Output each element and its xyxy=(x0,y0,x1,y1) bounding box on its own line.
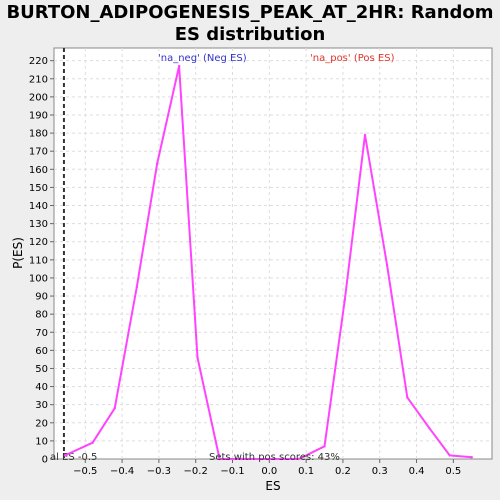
y-tick-label: 20 xyxy=(35,418,48,429)
x-tick-label: −0.1 xyxy=(220,466,244,477)
grid-lines xyxy=(54,48,492,459)
data-point xyxy=(218,457,221,461)
data-point xyxy=(63,454,67,457)
y-tick-label: 190 xyxy=(29,110,48,121)
x-axis: −0.5 −0.4 −0.3 −0.2 −0.1 0.0 0.1 0.2 0.3 0.4 0.5 xyxy=(73,459,461,477)
y-axis-title: P(ES) xyxy=(11,237,25,269)
x-tick-label: 0.3 xyxy=(372,466,388,477)
chart-title: BURTON_ADIPOGENESIS_PEAK_AT_2HR: Random … xyxy=(6,2,494,45)
series-points xyxy=(63,64,473,461)
plot-area xyxy=(53,47,493,460)
y-tick-label: 30 xyxy=(35,400,48,411)
x-tick-label: −0.3 xyxy=(147,466,171,477)
y-tick-label: 90 xyxy=(35,292,48,303)
data-point xyxy=(406,396,409,399)
y-tick-label: 150 xyxy=(29,183,48,194)
data-point xyxy=(385,264,389,267)
y-tick-label: 220 xyxy=(29,56,48,67)
y-tick-label: 160 xyxy=(29,165,48,176)
y-axis: 0 10 20 30 40 50 60 70 80 90 100 110 120 130 140 150 160… xyxy=(29,56,54,466)
x-tick-label: 0.5 xyxy=(445,466,461,477)
data-point xyxy=(470,455,473,459)
y-tick-label: 210 xyxy=(29,74,48,85)
x-tick-label: −0.4 xyxy=(110,466,134,477)
y-tick-label: 70 xyxy=(35,328,48,339)
data-point xyxy=(196,356,199,359)
y-tick-label: 130 xyxy=(29,219,48,230)
data-point xyxy=(448,454,451,457)
data-point xyxy=(363,133,367,137)
y-tick-label: 140 xyxy=(29,201,48,212)
data-point xyxy=(240,457,243,461)
y-tick-label: 120 xyxy=(29,237,48,248)
data-point xyxy=(323,445,326,448)
x-axis-title: ES xyxy=(265,479,280,493)
data-point xyxy=(297,457,300,461)
y-tick-label: 110 xyxy=(29,255,48,266)
x-tick-label: 0.4 xyxy=(409,466,425,477)
legend-pos-es: 'na_pos' (Pos ES) xyxy=(310,53,395,64)
observed-es-label: al ES -0.5 xyxy=(50,452,97,463)
data-point xyxy=(428,427,431,430)
y-tick-label: 80 xyxy=(35,310,48,321)
y-tick-label: 170 xyxy=(29,147,48,158)
y-tick-label: 0 xyxy=(42,455,48,466)
x-tick-label: 0.2 xyxy=(335,466,351,477)
data-point xyxy=(343,298,346,301)
data-point xyxy=(91,441,94,444)
data-point xyxy=(113,407,116,410)
y-tick-label: 10 xyxy=(35,436,48,447)
x-tick-label: −0.2 xyxy=(184,466,208,477)
y-tick-label: 200 xyxy=(29,92,48,103)
y-tick-label: 100 xyxy=(29,273,48,284)
data-point xyxy=(155,162,159,166)
data-point xyxy=(135,285,139,289)
y-tick-label: 50 xyxy=(35,364,48,375)
x-tick-label: 0.1 xyxy=(298,466,314,477)
x-tick-label: 0.0 xyxy=(261,466,277,477)
x-tick-label: −0.5 xyxy=(73,466,97,477)
y-tick-label: 40 xyxy=(35,382,48,393)
data-point xyxy=(268,457,271,461)
y-tick-label: 180 xyxy=(29,129,48,140)
legend-neg-es: 'na_neg' (Neg ES) xyxy=(158,53,247,64)
data-point xyxy=(177,64,181,68)
pos-score-annotation: Sets with pos scores: 43% xyxy=(209,452,340,463)
y-tick-label: 60 xyxy=(35,346,48,357)
